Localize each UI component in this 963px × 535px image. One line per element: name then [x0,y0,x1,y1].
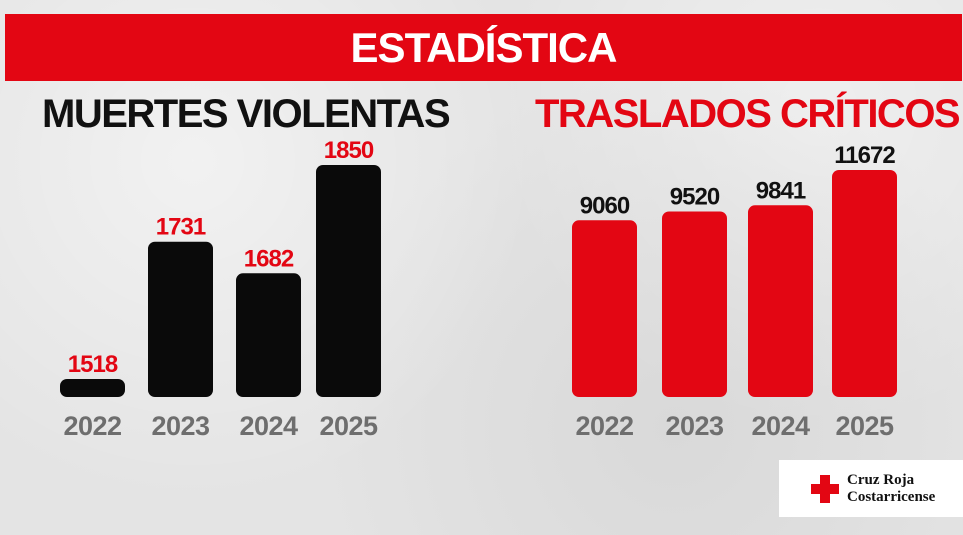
bar-2022 [572,220,637,397]
bar-2022 [60,378,125,397]
logo-line-1: Cruz Roja [847,471,915,488]
bar-2024 [236,273,301,397]
value-label-2022: 9060 [580,192,630,219]
value-label-2024: 1682 [244,245,294,272]
bar-2023 [662,211,727,397]
value-label-2024: 9841 [756,177,806,204]
bar-2025 [316,165,381,397]
value-label-2025: 11672 [834,142,895,169]
value-label-2022: 1518 [68,351,118,378]
chart-title-muertes: MUERTES VIOLENTAS [42,92,451,136]
bar-2024 [748,205,813,397]
red-cross-icon [811,474,839,503]
bar-2023 [148,241,213,397]
chart-traslados-criticos: 9060 2022 9520 2023 9841 2024 11672 2025 [572,142,897,441]
chart-title-traslados: TRASLADOS CRÍTICOS [535,92,961,136]
year-label-2022: 2022 [575,411,633,441]
value-label-2023: 9520 [670,183,720,210]
value-label-2025: 1850 [324,137,374,164]
value-label-2023: 1731 [156,214,206,241]
logo-line-2: Costarricense [847,488,936,505]
year-label-2023: 2023 [665,411,724,441]
year-label-2025: 2025 [319,411,378,441]
year-label-2024: 2024 [239,411,298,441]
chart-muertes-violentas: 1518 2022 1731 2023 1682 2024 1850 2025 [60,137,381,441]
year-label-2023: 2023 [151,411,210,441]
bar-2025 [832,170,897,397]
year-label-2022: 2022 [63,411,121,441]
header-banner: ESTADÍSTICA [5,14,962,81]
page-title: ESTADÍSTICA [350,23,618,71]
cruz-roja-logo: Cruz Roja Costarricense [779,460,963,517]
year-label-2025: 2025 [835,411,894,441]
year-label-2024: 2024 [751,411,810,441]
logo-text: Cruz Roja Costarricense [847,472,935,506]
